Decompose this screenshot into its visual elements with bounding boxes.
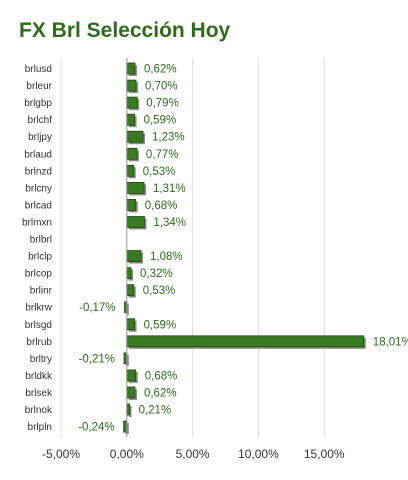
value-label: 1,08% bbox=[150, 251, 183, 263]
value-label: 0,59% bbox=[144, 115, 177, 127]
bar bbox=[126, 130, 144, 143]
value-label: 0,79% bbox=[146, 98, 179, 110]
category-label: brlcny bbox=[25, 183, 52, 194]
value-label: 0,68% bbox=[145, 370, 178, 382]
value-label: 0,68% bbox=[145, 200, 178, 212]
bar bbox=[126, 318, 135, 331]
value-label: 1,34% bbox=[153, 217, 186, 229]
value-label: 18,01% bbox=[373, 336, 408, 348]
bar-shadow bbox=[126, 303, 129, 315]
category-label: brlaud bbox=[24, 149, 52, 160]
value-label: 1,31% bbox=[153, 183, 186, 195]
bar bbox=[126, 386, 136, 399]
bar bbox=[126, 199, 137, 211]
category-label: brlchf bbox=[28, 115, 53, 126]
value-label: 0,53% bbox=[143, 285, 176, 297]
value-label: 0,62% bbox=[144, 387, 177, 399]
category-label: brlsek bbox=[25, 388, 53, 399]
category-label: brlnzd bbox=[25, 166, 52, 177]
bar bbox=[126, 216, 145, 228]
chart-title: FX Brl Selección Hoy bbox=[19, 19, 231, 42]
x-tick-label: 15,00% bbox=[304, 447, 345, 461]
category-label: brlmxn bbox=[22, 217, 52, 228]
category-label: brlpln bbox=[28, 422, 52, 433]
bar-shadow bbox=[126, 354, 129, 366]
category-label: brlbrl bbox=[30, 235, 52, 246]
value-label: 1,23% bbox=[152, 132, 185, 144]
value-label: 0,32% bbox=[140, 268, 173, 280]
category-label: brlkrw bbox=[25, 303, 52, 314]
value-label: 0,77% bbox=[146, 149, 179, 161]
bar bbox=[126, 164, 135, 177]
value-label: 0,59% bbox=[144, 319, 177, 331]
x-tick-label: -5,00% bbox=[42, 447, 80, 461]
value-label: 0,53% bbox=[143, 166, 176, 178]
category-label: brlcad bbox=[25, 200, 52, 211]
value-label: 0,70% bbox=[145, 81, 178, 93]
bar bbox=[126, 250, 142, 262]
category-label: brlsgd bbox=[25, 320, 52, 331]
category-label: brlclp bbox=[28, 252, 52, 263]
value-label: 0,21% bbox=[139, 405, 172, 417]
value-label: -0,21% bbox=[79, 353, 115, 365]
category-label: brlcop bbox=[25, 269, 53, 280]
value-label: 0,62% bbox=[144, 64, 177, 76]
value-label: -0,17% bbox=[79, 302, 115, 314]
bar bbox=[126, 335, 365, 348]
bar bbox=[126, 147, 138, 160]
category-label: brltry bbox=[30, 354, 52, 365]
bar bbox=[126, 113, 135, 126]
category-label: brldkk bbox=[25, 371, 53, 382]
bar-shadow bbox=[128, 406, 132, 418]
category-label: brleur bbox=[26, 81, 52, 92]
bar bbox=[126, 62, 136, 75]
x-tick-label: 0,00% bbox=[110, 447, 144, 461]
category-label: brlnok bbox=[25, 405, 53, 416]
category-label: brlgbp bbox=[24, 98, 52, 109]
category-label: brlrub bbox=[26, 337, 52, 348]
bar bbox=[126, 267, 132, 280]
category-label: brlinr bbox=[30, 286, 53, 297]
bar bbox=[126, 284, 135, 297]
bar bbox=[126, 369, 137, 382]
x-tick-label: 10,00% bbox=[238, 447, 279, 461]
bar bbox=[126, 181, 145, 194]
bar bbox=[126, 79, 137, 92]
value-label: -0,24% bbox=[78, 422, 114, 434]
category-label: brlusd bbox=[25, 64, 52, 75]
x-tick-label: 5,00% bbox=[176, 447, 210, 461]
bar bbox=[126, 96, 138, 109]
category-label: brljpy bbox=[28, 132, 52, 143]
